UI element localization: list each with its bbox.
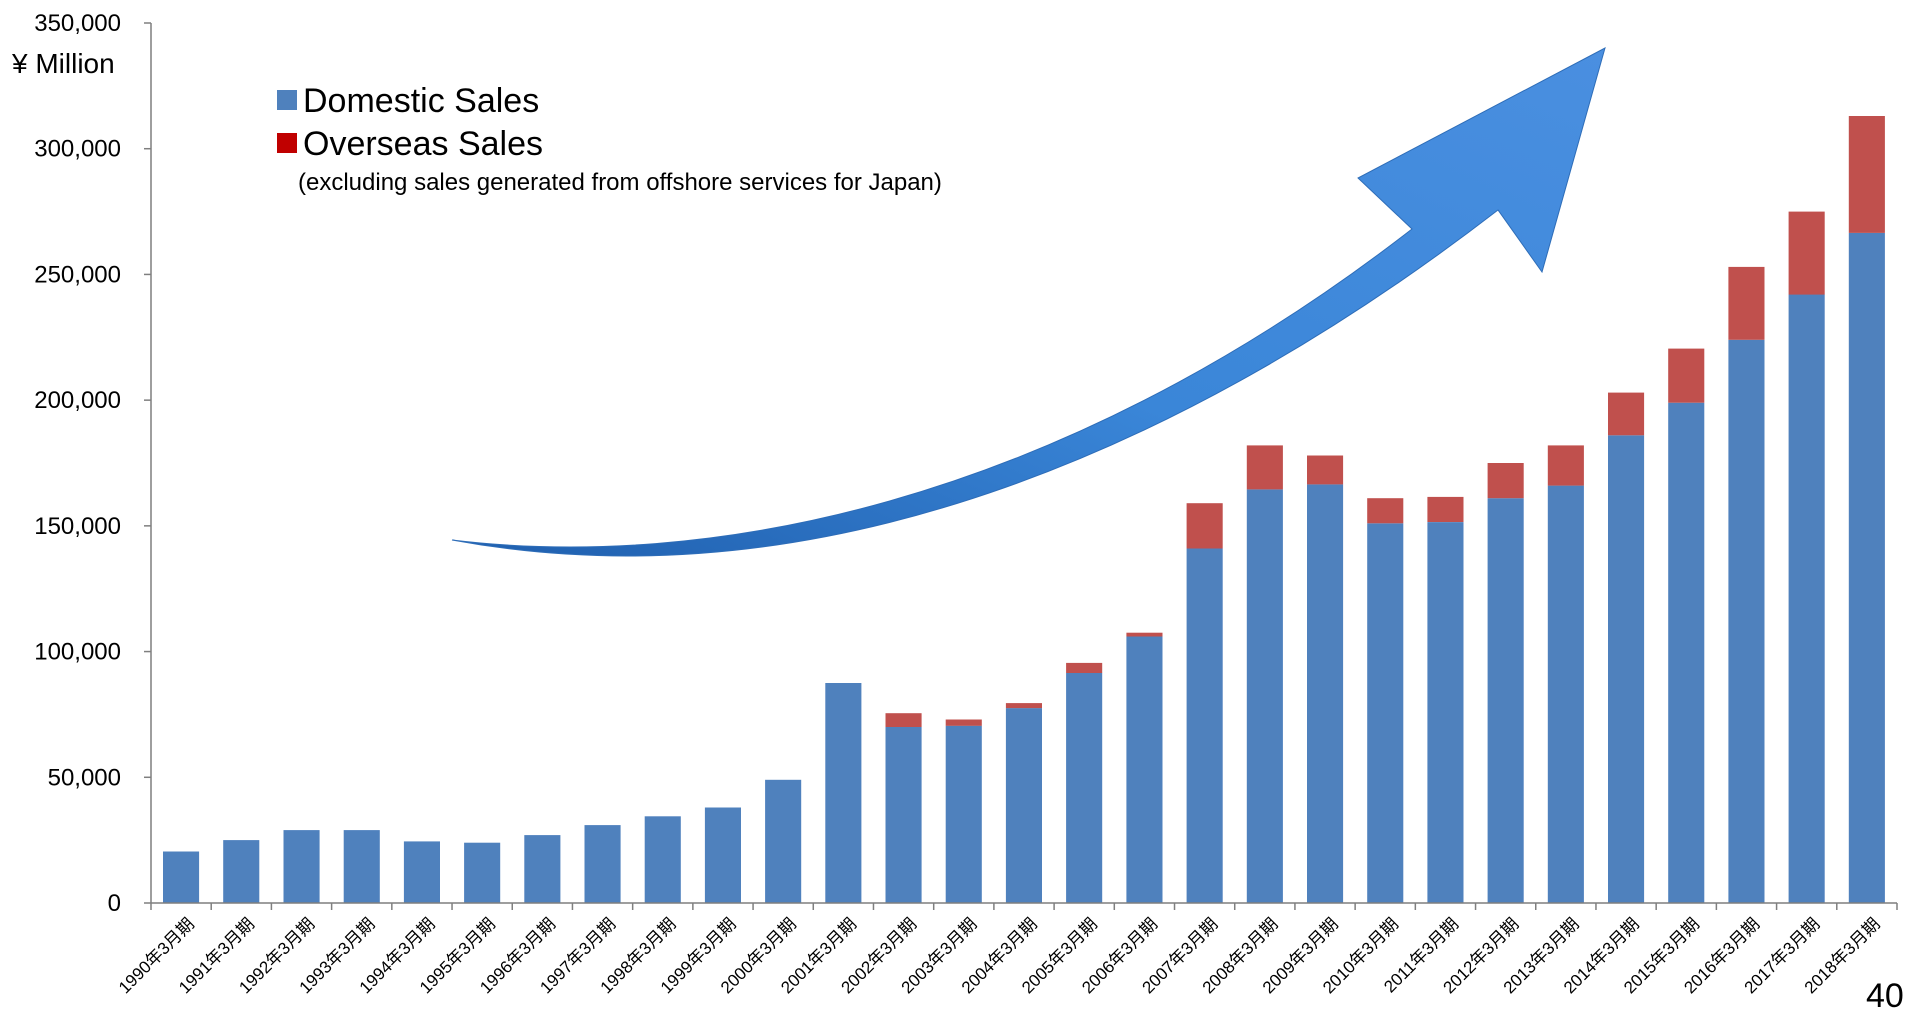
bar-domestic-2008年3月期 xyxy=(1246,489,1283,903)
bar-domestic-2011年3月期 xyxy=(1427,522,1464,903)
y-tick-label: 100,000 xyxy=(34,639,121,666)
bar-domestic-2005年3月期 xyxy=(1066,672,1103,903)
bar-overseas-2008年3月期 xyxy=(1246,445,1283,490)
y-tick-label: 200,000 xyxy=(34,387,121,414)
bar-domestic-2018年3月期 xyxy=(1848,232,1885,903)
bar-overseas-2006年3月期 xyxy=(1126,632,1163,637)
bar-domestic-1996年3月期 xyxy=(524,835,561,903)
legend-label-overseas: Overseas Sales xyxy=(303,125,543,163)
bar-domestic-1992年3月期 xyxy=(283,830,320,903)
y-tick-label: 0 xyxy=(108,890,121,917)
page-number: 40 xyxy=(1866,977,1904,1015)
y-tick-label: 350,000 xyxy=(34,10,121,37)
bar-domestic-1990年3月期 xyxy=(163,851,200,903)
bar-overseas-2002年3月期 xyxy=(885,713,922,727)
bar-overseas-2018年3月期 xyxy=(1848,116,1885,233)
bars-layer xyxy=(163,116,1885,903)
bar-domestic-2012年3月期 xyxy=(1487,498,1524,903)
bar-domestic-2004年3月期 xyxy=(1005,708,1042,903)
bar-domestic-2009年3月期 xyxy=(1307,484,1344,903)
bar-domestic-2013年3月期 xyxy=(1547,485,1584,903)
bar-domestic-2006年3月期 xyxy=(1126,636,1163,903)
bar-domestic-1998年3月期 xyxy=(644,816,681,903)
bar-domestic-2014年3月期 xyxy=(1608,435,1645,903)
bar-overseas-2003年3月期 xyxy=(945,719,982,726)
bar-domestic-1993年3月期 xyxy=(343,830,380,903)
bar-domestic-2015年3月期 xyxy=(1668,402,1705,903)
unit-label: ¥ Million xyxy=(11,48,115,79)
bar-domestic-1999年3月期 xyxy=(704,807,741,903)
y-tick-label: 150,000 xyxy=(34,513,121,540)
bar-domestic-2000年3月期 xyxy=(765,779,802,903)
legend-marker-overseas xyxy=(277,133,297,153)
bar-overseas-2013年3月期 xyxy=(1547,445,1584,486)
legend-label-domestic: Domestic Sales xyxy=(303,82,539,120)
bar-overseas-2010年3月期 xyxy=(1367,498,1404,524)
bar-domestic-2007年3月期 xyxy=(1186,548,1223,903)
category-labels: 1990年3月期1991年3月期1992年3月期1993年3月期1994年3月期… xyxy=(115,914,1884,997)
y-tick-label: 300,000 xyxy=(34,136,121,163)
legend-note: (excluding sales generated from offshore… xyxy=(298,169,942,196)
bar-overseas-2004年3月期 xyxy=(1005,703,1042,709)
y-tick-label: 50,000 xyxy=(48,764,121,791)
bar-overseas-2017年3月期 xyxy=(1788,211,1825,295)
bar-overseas-2009年3月期 xyxy=(1307,455,1344,485)
bar-domestic-1994年3月期 xyxy=(403,841,440,903)
bar-domestic-2003年3月期 xyxy=(945,725,982,903)
y-tick-label: 250,000 xyxy=(34,261,121,288)
legend: Domestic Sales Overseas Sales (excluding… xyxy=(277,82,942,196)
bar-domestic-1995年3月期 xyxy=(464,842,501,903)
bar-overseas-2007年3月期 xyxy=(1186,503,1223,549)
bar-domestic-2017年3月期 xyxy=(1788,294,1825,903)
bar-domestic-1991年3月期 xyxy=(223,840,260,903)
bar-domestic-2002年3月期 xyxy=(885,727,922,903)
bar-domestic-2010年3月期 xyxy=(1367,523,1404,903)
bar-domestic-2001年3月期 xyxy=(825,683,862,903)
bar-overseas-2011年3月期 xyxy=(1427,496,1464,522)
growth-arrow-icon xyxy=(451,47,1606,557)
axes-layer: 0 50,000 100,000 150,000 200,000 250,000 300,0… xyxy=(34,10,1898,917)
bar-domestic-2016年3月期 xyxy=(1728,339,1765,903)
bar-overseas-2016年3月期 xyxy=(1728,266,1765,340)
legend-marker-domestic xyxy=(277,90,297,110)
bar-overseas-2005年3月期 xyxy=(1066,662,1103,673)
bar-overseas-2014年3月期 xyxy=(1608,392,1645,436)
bar-overseas-2015年3月期 xyxy=(1668,348,1705,403)
bar-domestic-1997年3月期 xyxy=(584,825,621,903)
bar-overseas-2012年3月期 xyxy=(1487,463,1524,499)
